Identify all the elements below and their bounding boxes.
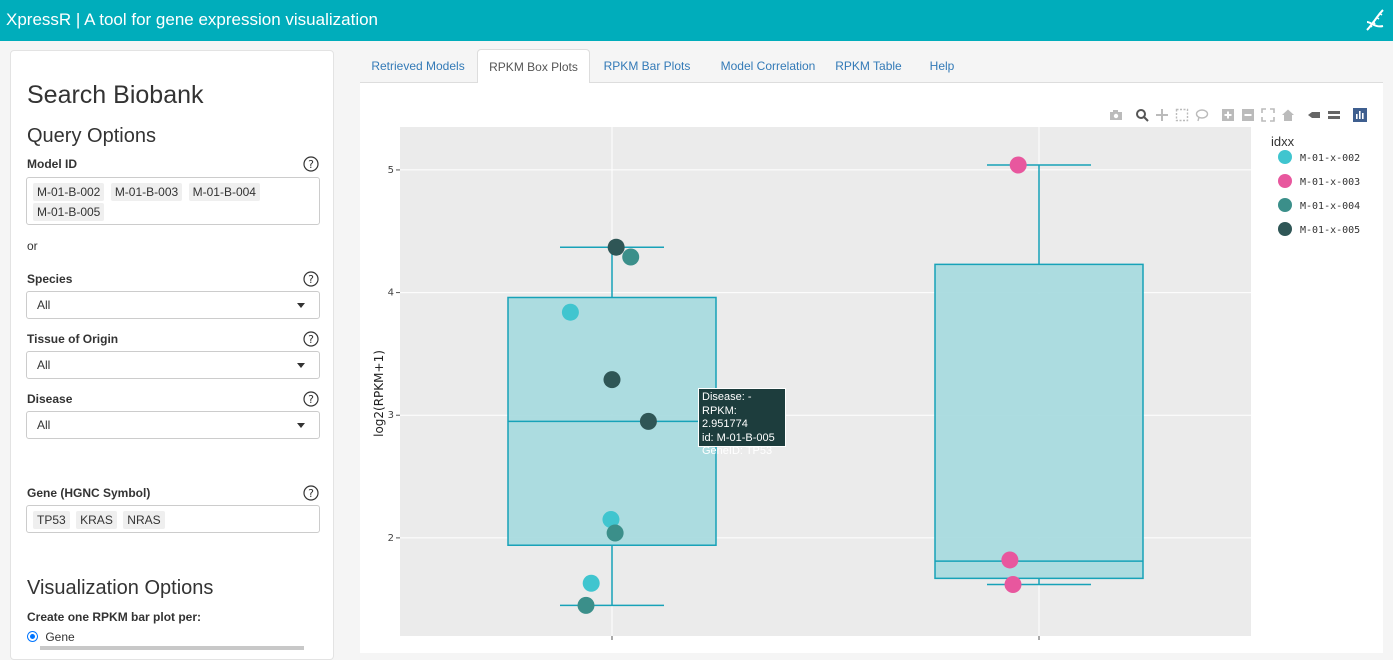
disease-label: Disease	[27, 392, 73, 406]
legend-marker	[1278, 174, 1292, 188]
data-point	[607, 238, 625, 256]
help-icon[interactable]: ?	[303, 271, 319, 287]
model-id-chip[interactable]: M-01-B-002	[33, 183, 105, 201]
lasso-icon[interactable]	[1195, 108, 1209, 122]
y-axis-label: log2(RPKM+1)	[372, 350, 386, 437]
svg-text:?: ?	[308, 158, 314, 171]
zoom-icon[interactable]	[1135, 108, 1149, 122]
radio-gene[interactable]: Gene	[27, 630, 75, 644]
help-icon[interactable]: ?	[303, 391, 319, 407]
data-point	[602, 510, 620, 528]
gene-chip[interactable]: TP53	[33, 511, 70, 529]
help-icon[interactable]: ?	[303, 485, 319, 501]
or-text: or	[27, 239, 38, 253]
legend-title: idxx	[1271, 134, 1295, 149]
disease-value: All	[37, 418, 51, 432]
tooltip-disease: Disease: -	[702, 391, 752, 403]
y-tick-label: 3	[388, 410, 394, 421]
legend-item[interactable]: M-01-x-002	[1278, 150, 1360, 164]
zoom-out-icon[interactable]	[1241, 108, 1255, 122]
model-id-chip[interactable]: M-01-B-005	[33, 203, 105, 221]
species-value: All	[37, 298, 51, 312]
tab-rpkm-bar-plots[interactable]: RPKM Bar Plots	[603, 59, 691, 73]
legend-marker	[1278, 150, 1292, 164]
tab-rpkm-box-plots[interactable]: RPKM Box Plots	[477, 49, 590, 84]
zoom-in-icon[interactable]	[1221, 108, 1235, 122]
data-point	[1001, 551, 1019, 569]
search-heading: Search Biobank	[27, 81, 204, 109]
plotly-logo-icon[interactable]	[1353, 108, 1367, 122]
tooltip-gene: GeneID: TP53	[702, 445, 773, 457]
svg-text:?: ?	[308, 333, 314, 346]
data-point	[1009, 156, 1027, 174]
box-select-icon[interactable]	[1175, 108, 1189, 122]
disease-select[interactable]: All	[26, 411, 320, 439]
data-point	[582, 574, 600, 592]
legend-item[interactable]: M-01-x-003	[1278, 174, 1360, 188]
model-id-input[interactable]: M-01-B-002 M-01-B-003 M-01-B-004 M-01-B-…	[26, 177, 320, 225]
help-icon[interactable]: ?	[303, 156, 319, 172]
tooltip-id: id: M-01-B-005	[702, 431, 775, 444]
y-tick-label: 5	[388, 165, 394, 176]
species-label: Species	[27, 272, 73, 286]
gene-input[interactable]: TP53 KRAS NRAS	[26, 505, 320, 533]
gene-label: Gene (HGNC Symbol)	[27, 486, 151, 500]
svg-text:?: ?	[308, 487, 314, 500]
radio-selected-icon[interactable]	[27, 631, 38, 642]
data-point	[622, 248, 640, 266]
horizontal-scrollbar[interactable]	[40, 646, 304, 650]
tooltip-rpkm: RPKM: 2.951774	[702, 404, 748, 431]
compare-hover-icon[interactable]	[1327, 108, 1341, 122]
tissue-label: Tissue of Origin	[27, 332, 119, 346]
model-id-chip[interactable]: M-01-B-004	[188, 183, 260, 201]
help-icon[interactable]: ?	[303, 331, 319, 347]
tab-model-correlation[interactable]: Model Correlation	[720, 59, 816, 73]
data-point	[561, 303, 579, 321]
spike-lines-icon[interactable]	[1307, 108, 1321, 122]
legend-marker	[1278, 222, 1292, 236]
svg-text:?: ?	[308, 273, 314, 286]
autoscale-icon[interactable]	[1261, 108, 1275, 122]
data-point	[639, 412, 657, 430]
tab-retrieved-models[interactable]: Retrieved Models	[371, 59, 465, 73]
home-icon[interactable]	[1281, 108, 1295, 122]
data-point	[577, 596, 595, 614]
legend-item[interactable]: M-01-x-005	[1278, 222, 1360, 236]
chevron-down-icon	[297, 423, 305, 428]
sidebar: Search Biobank Query Options Model ID ? …	[10, 50, 334, 660]
legend-marker	[1278, 198, 1292, 212]
box	[934, 263, 1144, 580]
gene-chip[interactable]: KRAS	[76, 511, 117, 529]
box-plot-chart[interactable]: 2 3 4 5 log2(RPKM+1)	[360, 83, 1383, 650]
data-point	[1004, 575, 1022, 593]
plot-panel: 2 3 4 5 log2(RPKM+1) Disease: - RPKM: 2.9517…	[360, 83, 1383, 653]
chevron-down-icon	[297, 363, 305, 368]
dna-icon[interactable]	[1363, 8, 1387, 32]
svg-text:?: ?	[308, 393, 314, 406]
pan-icon[interactable]	[1155, 108, 1169, 122]
species-select[interactable]: All	[26, 291, 320, 319]
legend-item[interactable]: M-01-x-004	[1278, 198, 1360, 212]
y-tick-label: 2	[388, 533, 394, 544]
app-title: XpressR | A tool for gene expression vis…	[6, 10, 379, 29]
hover-tooltip: Disease: - RPKM: 2.951774 id: M-01-B-005…	[698, 388, 786, 457]
tissue-value: All	[37, 358, 51, 372]
model-id-label: Model ID	[27, 157, 77, 171]
chevron-down-icon	[297, 303, 305, 308]
radio-gene-label: Gene	[45, 630, 75, 644]
query-options-heading: Query Options	[27, 125, 156, 147]
gene-chip[interactable]: NRAS	[123, 511, 165, 529]
visualization-options-heading: Visualization Options	[27, 577, 214, 599]
y-tick-label: 4	[388, 288, 394, 299]
model-id-chip[interactable]: M-01-B-003	[110, 183, 183, 201]
tab-rpkm-table[interactable]: RPKM Table	[835, 59, 902, 73]
navbar: XpressR | A tool for gene expression vis…	[0, 0, 1393, 41]
tab-help[interactable]: Help	[929, 59, 955, 73]
barplot-per-label: Create one RPKM bar plot per:	[27, 610, 202, 624]
data-point	[603, 371, 621, 389]
camera-icon[interactable]	[1109, 108, 1123, 122]
data-point	[606, 524, 624, 542]
tab-bar: Retrieved Models RPKM Box Plots RPKM Bar…	[360, 49, 1383, 84]
tissue-select[interactable]: All	[26, 351, 320, 379]
